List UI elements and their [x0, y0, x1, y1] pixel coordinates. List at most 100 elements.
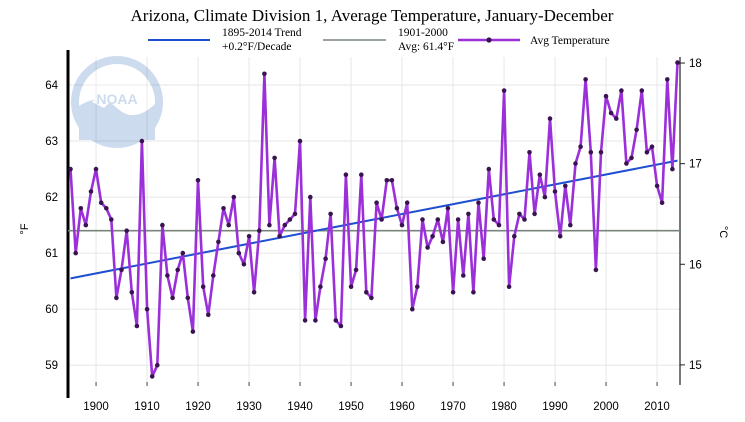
data-point: [557, 234, 563, 239]
data-point: [195, 178, 201, 183]
data-point: [318, 284, 323, 290]
axis-ticks: 1900 1910 1920 1930 1940 1950 1960 1970 1980 1990…: [45, 58, 702, 413]
data-point: [481, 256, 487, 262]
data-point: [659, 200, 665, 205]
data-point: [221, 206, 226, 211]
trend-line: [70, 159, 678, 280]
data-point: [149, 374, 155, 379]
data-point: [654, 183, 660, 189]
data-point: [175, 267, 180, 273]
data-point: [369, 295, 374, 301]
x-tick-label: 1970: [440, 401, 466, 413]
data-point: [83, 222, 89, 228]
y-axis-left-label: °F: [19, 223, 31, 234]
data-point: [568, 222, 573, 228]
data-point: [665, 77, 670, 82]
data-point: [200, 284, 206, 290]
data-point: [231, 194, 237, 200]
chart-title: Arizona, Climate Division 1, Average Tem…: [131, 6, 614, 25]
data-point: [348, 284, 354, 290]
data-point: [410, 306, 415, 312]
data-point: [614, 116, 619, 121]
data-point: [430, 234, 435, 239]
temperature-series-line: [69, 62, 679, 378]
data-point: [114, 295, 119, 301]
y-tick-label: 61: [45, 248, 58, 260]
data-point: [670, 166, 675, 172]
data-point: [542, 194, 548, 200]
y-tick-label: 64: [45, 80, 58, 92]
y2-tick-label: 18: [689, 58, 702, 70]
data-point: [211, 273, 216, 278]
data-point: [165, 273, 170, 278]
data-point: [629, 155, 634, 161]
data-point: [272, 155, 277, 161]
data-point: [445, 206, 451, 211]
data-point: [68, 166, 73, 172]
data-point: [466, 211, 471, 217]
y-tick-label: 63: [45, 136, 58, 148]
data-point: [287, 217, 293, 222]
data-point: [476, 200, 481, 205]
data-point: [608, 110, 614, 116]
data-point: [328, 211, 333, 217]
data-point: [537, 172, 543, 177]
data-point: [603, 93, 609, 99]
legend-trend-label-1: 1895-2014 Trend: [222, 27, 302, 39]
y2-tick-label: 15: [689, 360, 702, 372]
data-point: [323, 256, 328, 262]
data-point: [404, 200, 410, 205]
data-point: [139, 138, 145, 144]
noaa-logo-watermark: NOAA: [71, 56, 163, 148]
data-point: [185, 295, 191, 301]
data-point: [552, 189, 558, 194]
data-point: [160, 222, 165, 228]
y-tick-label: 60: [45, 304, 58, 316]
data-point: [450, 290, 456, 295]
data-point: [598, 150, 604, 155]
data-point: [486, 166, 492, 172]
data-point: [471, 290, 476, 295]
data-point: [206, 312, 211, 318]
data-point: [251, 290, 257, 295]
data-point: [588, 150, 594, 155]
data-point: [277, 234, 282, 239]
data-point: [134, 323, 140, 329]
legend-average-label-1: 1901-2000: [398, 27, 448, 39]
data-point: [634, 127, 639, 133]
data-point: [308, 194, 313, 200]
temperature-points: [68, 60, 680, 379]
data-point: [73, 250, 78, 256]
x-tick-label: 1980: [491, 401, 517, 413]
data-point: [527, 150, 532, 155]
data-point: [124, 228, 129, 233]
data-point: [190, 329, 196, 334]
data-point: [512, 234, 517, 239]
data-point: [491, 217, 497, 222]
data-point: [649, 144, 655, 149]
data-point: [573, 161, 578, 166]
data-point: [78, 206, 84, 211]
y2-tick-label: 17: [689, 159, 702, 171]
data-point: [292, 211, 298, 217]
y-tick-label: 62: [45, 192, 58, 204]
x-tick-label: 1930: [236, 401, 262, 413]
data-point: [129, 290, 135, 295]
data-point: [461, 273, 466, 278]
data-point: [236, 250, 242, 256]
data-point: [455, 217, 461, 222]
data-point: [241, 262, 247, 267]
data-point: [180, 250, 186, 256]
data-point: [144, 306, 150, 312]
data-point: [353, 267, 359, 273]
data-point: [313, 318, 318, 323]
x-tick-label: 1940: [287, 401, 313, 413]
x-tick-label: 1900: [83, 401, 109, 413]
data-point: [170, 295, 175, 301]
data-point: [425, 245, 430, 250]
data-point: [246, 234, 252, 239]
data-point: [364, 290, 369, 295]
data-point: [532, 211, 537, 217]
x-tick-label: 2000: [593, 401, 619, 413]
